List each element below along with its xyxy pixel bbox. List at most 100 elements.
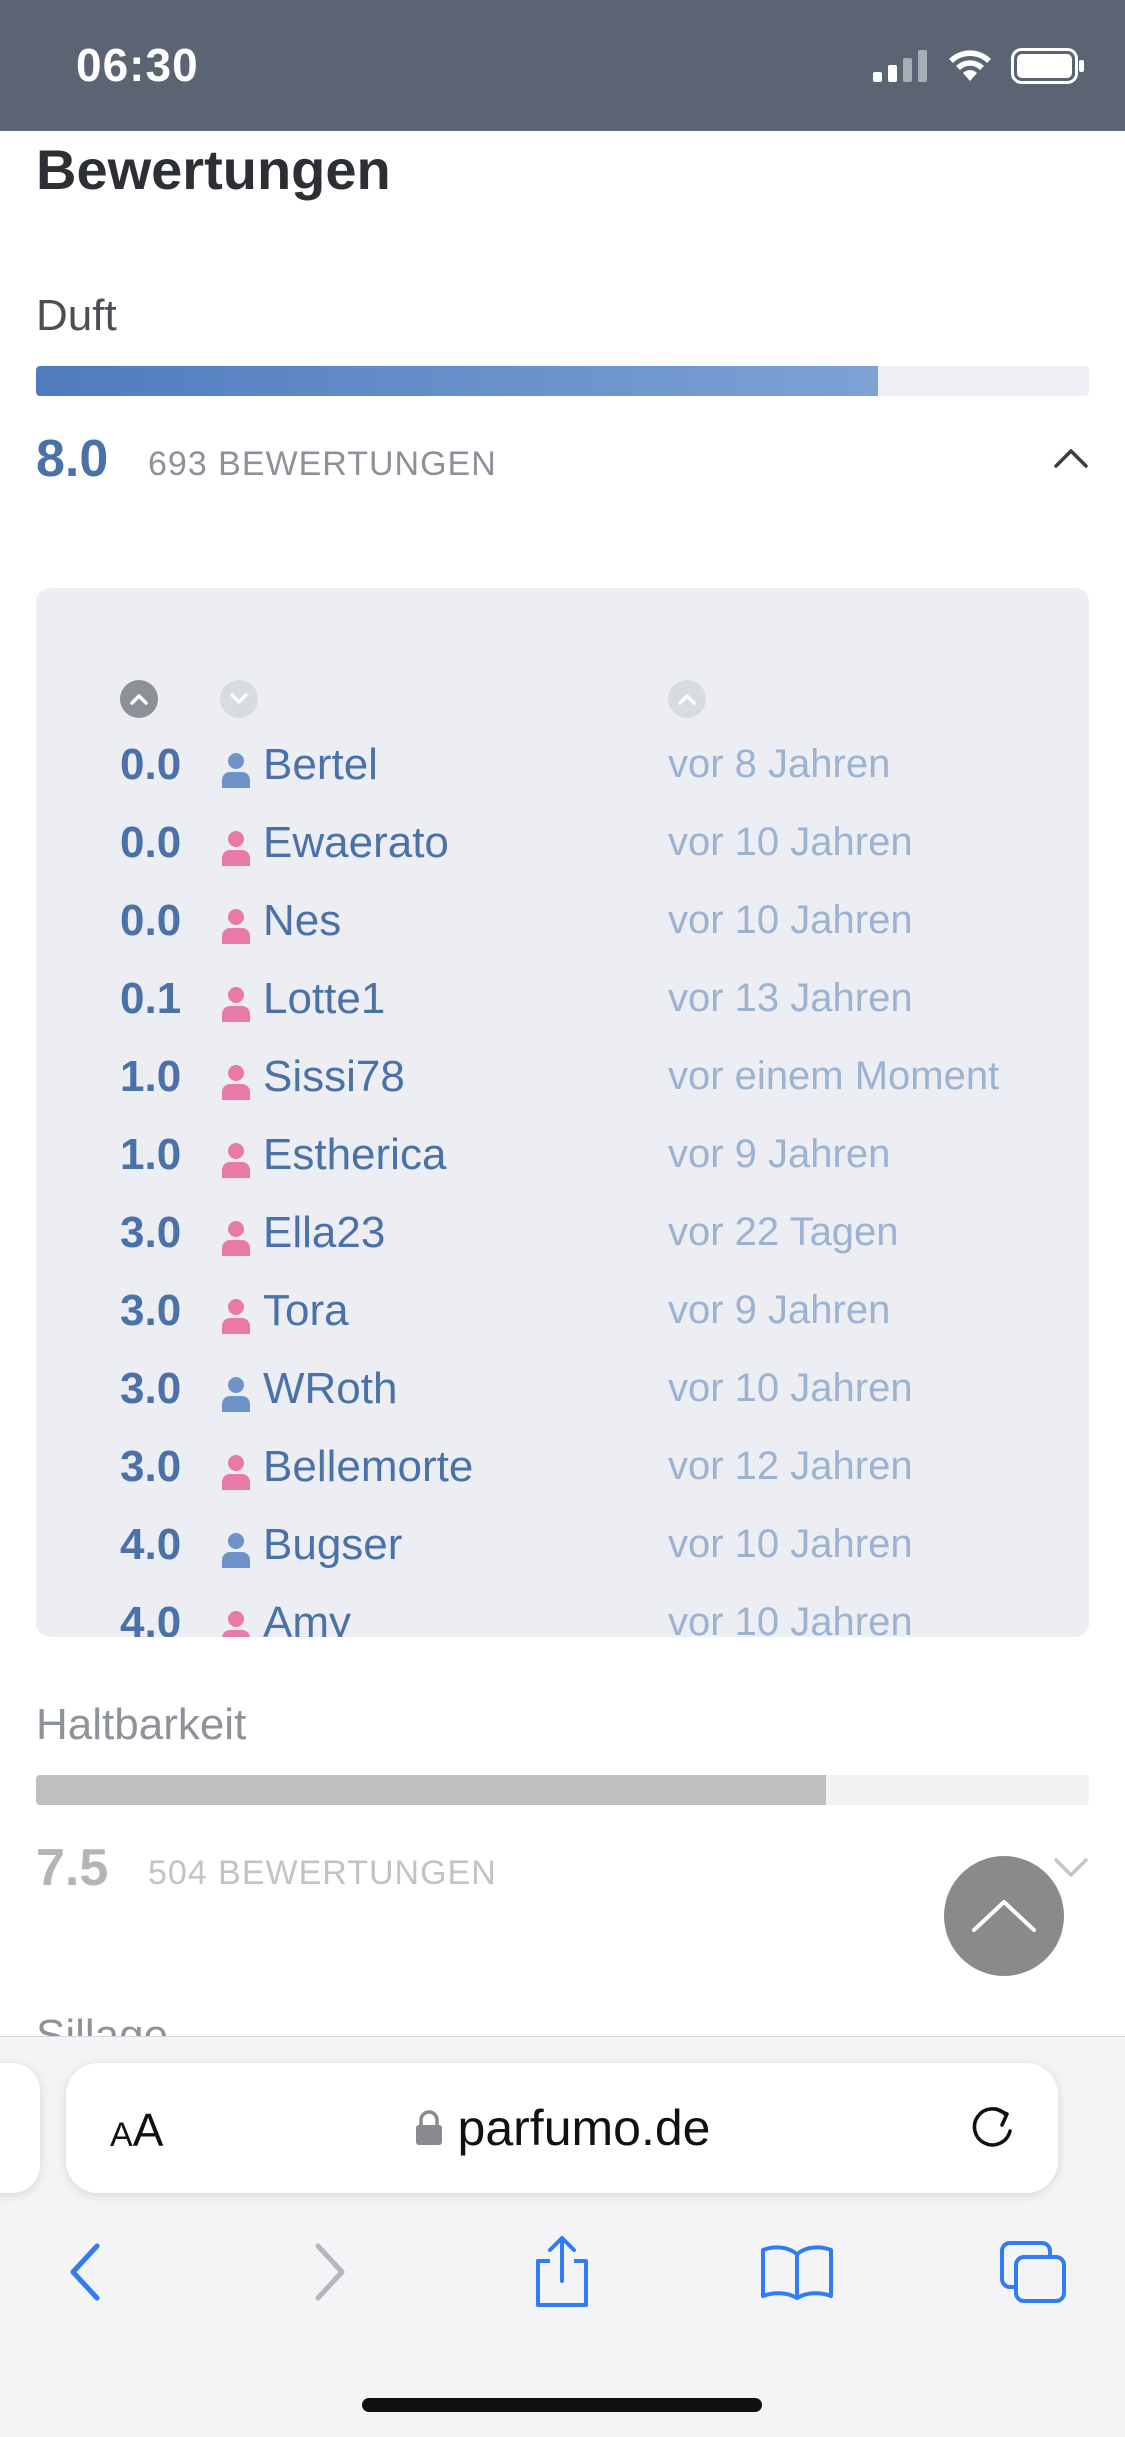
- rating-time: vor 13 Jahren: [668, 976, 913, 1020]
- rating-row[interactable]: 0.0 Nes vor 10 Jahren: [120, 896, 1070, 974]
- rating-score: 0.0: [120, 896, 182, 945]
- haltbarkeit-score: 7.5: [36, 1839, 109, 1897]
- rating-score: 3.0: [120, 1442, 182, 1491]
- rating-score: 3.0: [120, 1364, 182, 1413]
- rating-username[interactable]: Sissi78: [263, 1052, 405, 1101]
- rating-row[interactable]: 0.1 Lotte1 vor 13 Jahren: [120, 974, 1070, 1052]
- haltbarkeit-rating-count: 504 BEWERTUNGEN: [148, 1854, 497, 1892]
- user-female-icon: [222, 831, 250, 866]
- duft-rating-bar-fill: [36, 366, 879, 396]
- rating-row[interactable]: 4.0 Bugser vor 10 Jahren: [120, 1520, 1070, 1598]
- rating-username[interactable]: Nes: [263, 896, 342, 945]
- rating-time: vor 9 Jahren: [668, 1288, 891, 1332]
- rating-score: 3.0: [120, 1286, 182, 1335]
- rating-score: 0.1: [120, 974, 182, 1023]
- rating-row[interactable]: 3.0 WRoth vor 10 Jahren: [120, 1364, 1070, 1442]
- battery-icon: [1011, 48, 1084, 84]
- user-male-icon: [222, 1377, 250, 1412]
- user-male-icon: [222, 1533, 250, 1568]
- rating-row[interactable]: 0.0 Ewaerato vor 10 Jahren: [120, 818, 1070, 896]
- book-icon: [761, 2245, 833, 2300]
- user-female-icon: [222, 1455, 250, 1490]
- user-female-icon: [222, 909, 250, 944]
- rating-score: 3.0: [120, 1208, 182, 1257]
- forward-chevron-icon: [315, 2243, 345, 2301]
- rating-row[interactable]: 1.0 Estherica vor 9 Jahren: [120, 1130, 1070, 1208]
- browser-chrome: AA parfumo.de: [0, 2036, 1125, 2437]
- chevron-up-icon: [678, 694, 696, 705]
- rating-row[interactable]: 3.0 Ella23 vor 22 Tagen: [120, 1208, 1070, 1286]
- home-indicator: [362, 2398, 762, 2412]
- rating-username[interactable]: Ella23: [263, 1208, 386, 1257]
- rating-username[interactable]: WRoth: [263, 1364, 398, 1413]
- rating-username[interactable]: Tora: [263, 1286, 349, 1335]
- scroll-to-top-button[interactable]: [944, 1856, 1064, 1976]
- sort-controls: [120, 680, 720, 720]
- user-female-icon: [222, 1299, 250, 1334]
- rating-row[interactable]: 3.0 Tora vor 9 Jahren: [120, 1286, 1070, 1364]
- wifi-icon: [949, 50, 991, 81]
- forward-button[interactable]: [285, 2227, 375, 2317]
- status-bar: 06:30: [0, 0, 1125, 131]
- browser-toolbar: [0, 2227, 1125, 2337]
- rating-time: vor 10 Jahren: [668, 820, 913, 864]
- rating-time: vor einem Moment: [668, 1054, 1000, 1098]
- rating-time: vor 12 Jahren: [668, 1444, 913, 1488]
- duft-rating-count: 693 BEWERTUNGEN: [148, 445, 497, 483]
- chevron-up-icon: [130, 694, 148, 705]
- share-icon: [536, 2236, 588, 2307]
- reload-icon[interactable]: [966, 2101, 1018, 2153]
- reader-text-size-button[interactable]: AA: [110, 2104, 164, 2156]
- rating-time: vor 22 Tagen: [668, 1210, 899, 1254]
- sort-name-button[interactable]: [220, 680, 258, 718]
- back-chevron-icon: [70, 2243, 100, 2301]
- rating-username[interactable]: Estherica: [263, 1130, 447, 1179]
- collapse-chevron-icon[interactable]: [1053, 447, 1089, 469]
- expand-chevron-icon[interactable]: [1053, 1856, 1089, 1878]
- rating-username[interactable]: Amy: [263, 1598, 351, 1637]
- cellular-signal-icon: [873, 50, 927, 82]
- status-time: 06:30: [76, 39, 199, 91]
- haltbarkeit-rating-bar: [36, 1775, 1089, 1805]
- user-female-icon: [222, 1065, 250, 1100]
- sort-score-ascending-button[interactable]: [120, 680, 158, 718]
- rating-username[interactable]: Lotte1: [263, 974, 386, 1023]
- rating-time: vor 10 Jahren: [668, 1366, 913, 1410]
- chevron-up-icon: [972, 1900, 1036, 1932]
- rating-row[interactable]: 1.0 Sissi78 vor einem Moment: [120, 1052, 1070, 1130]
- address-domain[interactable]: parfumo.de: [66, 2099, 1058, 2157]
- user-male-icon: [222, 753, 250, 788]
- rating-username[interactable]: Bugser: [263, 1520, 403, 1569]
- rating-username[interactable]: Bellemorte: [263, 1442, 474, 1491]
- sort-date-button[interactable]: [668, 680, 706, 718]
- section-label-duft: Duft: [36, 291, 117, 340]
- rating-score: 1.0: [120, 1130, 182, 1179]
- user-female-icon: [222, 1143, 250, 1178]
- status-icons: [873, 48, 1085, 84]
- tabs-icon: [1000, 2241, 1066, 2303]
- user-female-icon: [222, 987, 250, 1022]
- previous-tab-card[interactable]: [0, 2063, 40, 2193]
- tabs-button[interactable]: [988, 2227, 1078, 2317]
- user-female-icon: [222, 1221, 250, 1256]
- rating-score: 0.0: [120, 818, 182, 867]
- rating-score: 1.0: [120, 1052, 182, 1101]
- duft-rating-bar: [36, 366, 1089, 396]
- rating-username[interactable]: Bertel: [263, 740, 378, 789]
- bookmarks-button[interactable]: [752, 2227, 842, 2317]
- rating-row[interactable]: 3.0 Bellemorte vor 12 Jahren: [120, 1442, 1070, 1520]
- address-bar[interactable]: AA parfumo.de: [66, 2063, 1058, 2193]
- rating-score: 4.0: [120, 1520, 182, 1569]
- rating-username[interactable]: Ewaerato: [263, 818, 449, 867]
- rating-row[interactable]: 0.0 Bertel vor 8 Jahren: [120, 740, 1070, 818]
- rating-row[interactable]: 4.0 Amy vor 10 Jahren: [120, 1598, 1070, 1637]
- page-title: Bewertungen: [36, 138, 391, 201]
- back-button[interactable]: [40, 2227, 130, 2317]
- haltbarkeit-rating-bar-fill: [36, 1775, 826, 1805]
- ratings-list-panel[interactable]: 0.0 Bertel vor 8 Jahren 0.0 Ewaerato vor 10 J…: [36, 588, 1089, 1637]
- share-button[interactable]: [517, 2227, 607, 2317]
- user-female-icon: [222, 1611, 250, 1637]
- duft-score: 8.0: [36, 430, 109, 488]
- rating-time: vor 8 Jahren: [668, 742, 891, 786]
- lock-icon: [415, 2110, 442, 2145]
